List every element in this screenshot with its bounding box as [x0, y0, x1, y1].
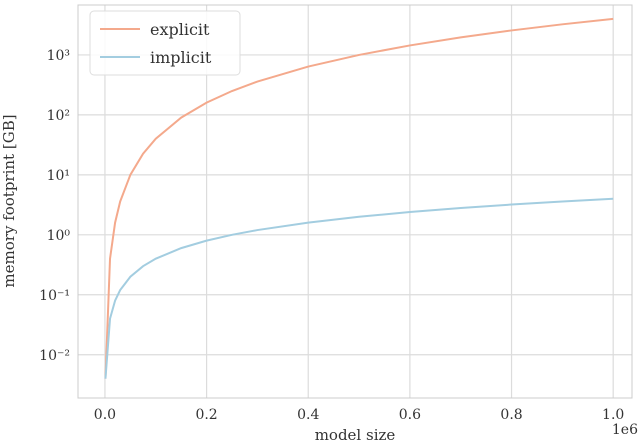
x-tick-label: 1.0 — [602, 407, 624, 423]
y-tick-label: 10⁻² — [39, 348, 70, 364]
y-tick-label: 10⁻¹ — [39, 288, 70, 304]
y-tick-label: 10⁰ — [47, 228, 71, 244]
line — [104, 17, 614, 379]
x-tick-label: 0.2 — [195, 407, 217, 423]
legend-label: implicit — [150, 48, 212, 67]
x-tick-label: 0.4 — [297, 407, 319, 423]
legend-box — [89, 10, 241, 76]
legend-label: explicit — [150, 20, 210, 39]
x-tick-label: 0.0 — [94, 407, 116, 423]
plot-frame — [77, 4, 633, 399]
y-tick-label: 10¹ — [47, 168, 70, 184]
x-axis-label: model size — [315, 426, 396, 444]
y-tick-label: 10² — [47, 108, 70, 124]
y-axis-label: memory footprint [GB] — [0, 114, 18, 287]
x-tick-label: 0.8 — [500, 407, 522, 423]
y-tick-label: 10³ — [47, 48, 70, 64]
legend: explicit implicit — [89, 10, 241, 76]
line — [104, 197, 614, 379]
x-tick-label: 0.6 — [399, 407, 421, 423]
x-offset-label: 1e6 — [612, 422, 638, 438]
